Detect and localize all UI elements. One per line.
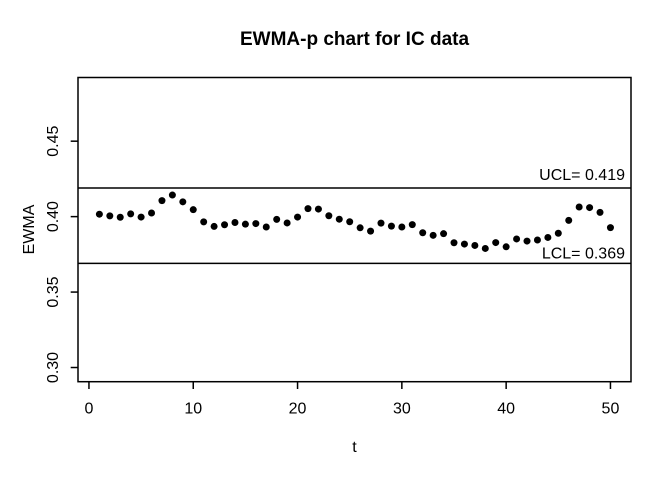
data-point (304, 205, 312, 213)
x-tick-label: 10 (184, 401, 202, 418)
data-point (544, 233, 552, 241)
data-point (429, 231, 437, 239)
data-point (492, 239, 500, 247)
data-point (294, 213, 302, 221)
data-point (210, 222, 218, 230)
data-point (168, 191, 176, 199)
data-point (586, 204, 594, 212)
data-point (325, 212, 333, 220)
ucl-label: UCL= 0.419 (539, 167, 625, 184)
data-point (440, 230, 448, 238)
x-tick-label: 40 (497, 401, 515, 418)
data-point (200, 218, 208, 226)
y-tick-label: 0.45 (45, 126, 62, 157)
data-point (189, 206, 197, 214)
data-point (346, 218, 354, 226)
plot-area: 0 10 20 30 40 50 0.30 0.35 0.40 0.45 UCL= 0.419 LCL… (45, 76, 632, 418)
y-tick-label: 0.40 (45, 201, 62, 232)
data-point (127, 210, 135, 218)
data-point (471, 241, 479, 249)
chart-title: EWMA-p chart for IC data (240, 29, 469, 50)
data-point (367, 227, 375, 235)
data-point (231, 219, 239, 227)
y-axis-label: EWMA (21, 204, 38, 254)
y-tick-label: 0.35 (45, 276, 62, 307)
data-point (179, 198, 187, 206)
data-point (273, 215, 281, 223)
data-point (450, 239, 458, 247)
data-point (419, 229, 427, 237)
lcl-label: LCL= 0.369 (542, 245, 625, 262)
data-point (106, 212, 114, 220)
data-point (554, 229, 562, 237)
data-point (523, 237, 531, 245)
data-point (335, 215, 343, 223)
data-point (283, 219, 291, 227)
data-point (533, 236, 541, 244)
x-tick-label: 0 (84, 401, 93, 418)
data-point (221, 221, 229, 229)
data-point (575, 203, 583, 211)
x-tick-label: 30 (393, 401, 411, 418)
x-axis-label: t (352, 439, 357, 456)
data-point (158, 197, 166, 205)
data-point (241, 220, 249, 228)
data-point (481, 244, 489, 252)
data-point (408, 221, 416, 229)
y-tick-label: 0.30 (45, 352, 62, 383)
plot-box (77, 76, 632, 383)
data-point (377, 219, 385, 227)
data-point (596, 208, 604, 216)
data-point (137, 213, 145, 221)
data-point (262, 223, 270, 231)
x-tick-label: 20 (289, 401, 307, 418)
data-point (116, 213, 124, 221)
data-point (398, 223, 406, 231)
data-point (565, 216, 573, 224)
data-point (356, 224, 364, 232)
data-point (252, 220, 260, 228)
data-point (148, 209, 156, 217)
data-point (95, 210, 103, 218)
x-tick-label: 50 (602, 401, 620, 418)
data-point (502, 243, 510, 251)
data-point (314, 205, 322, 213)
data-point (606, 224, 614, 232)
data-point (513, 235, 521, 243)
data-point (460, 240, 468, 248)
data-point (387, 222, 395, 230)
